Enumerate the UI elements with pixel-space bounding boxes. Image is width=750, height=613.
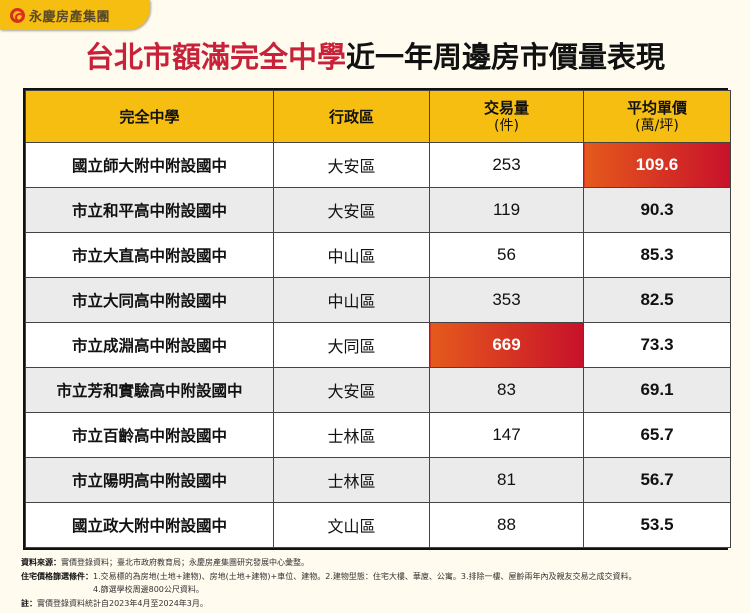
- data-table: 完全中學 行政區 交易量 (件) 平均單價 (萬/坪) 國立師大附中附設國中 大安區…: [23, 88, 731, 550]
- cell-district: 中山區: [273, 277, 430, 323]
- cell-school: 國立政大附中附設國中: [25, 502, 274, 548]
- table-row: 市立陽明高中附設國中 士林區 81 56.7: [25, 457, 731, 503]
- cell-price: 69.1: [583, 367, 731, 413]
- cell-district: 大安區: [273, 142, 430, 188]
- cell-school: 市立大同高中附設國中: [25, 277, 274, 323]
- cell-price: 90.3: [583, 187, 731, 233]
- cell-count: 147: [429, 412, 584, 458]
- cell-district: 文山區: [273, 502, 430, 548]
- cell-price-highlight: 109.6: [583, 142, 731, 188]
- cell-district: 士林區: [273, 412, 430, 458]
- cell-school: 市立成淵高中附設國中: [25, 322, 274, 368]
- cell-count: 88: [429, 502, 584, 548]
- header-district: 行政區: [273, 90, 430, 143]
- yungching-logo-icon: [10, 7, 25, 23]
- cell-count: 56: [429, 232, 584, 278]
- cell-count: 353: [429, 277, 584, 323]
- cell-district: 中山區: [273, 232, 430, 278]
- footnotes: 資料來源：實價登錄資料；臺北市政府教育局；永慶房產集團研究發展中心彙整。 住宅價…: [21, 556, 637, 610]
- header-price: 平均單價 (萬/坪): [583, 90, 731, 143]
- cell-district: 大安區: [273, 367, 430, 413]
- cell-school: 市立芳和實驗高中附設國中: [25, 367, 274, 413]
- cell-school: 市立和平高中附設國中: [25, 187, 274, 233]
- cell-count: 83: [429, 367, 584, 413]
- criteria-note: 住宅價格篩選條件：1.交易標的為房地(土地+建物)、房地(土地+建物)+車位、建…: [21, 571, 637, 581]
- cell-count: 81: [429, 457, 584, 503]
- cell-district: 大同區: [273, 322, 430, 368]
- cell-district: 大安區: [273, 187, 430, 233]
- title-rest: 近一年周邊房市價量表現: [346, 40, 666, 74]
- cell-count: 253: [429, 142, 584, 188]
- table-row: 國立政大附中附設國中 文山區 88 53.5: [25, 502, 731, 548]
- header-school: 完全中學: [25, 90, 274, 143]
- brand-name: 永慶房產集團: [29, 9, 111, 25]
- table-row: 市立成淵高中附設國中 大同區 669 73.3: [25, 322, 731, 368]
- cell-school: 市立百齡高中附設國中: [25, 412, 274, 458]
- table-header-row: 完全中學 行政區 交易量 (件) 平均單價 (萬/坪): [25, 90, 731, 143]
- criteria-note-cont: 4.篩選學校周邊800公尺資料。: [93, 585, 204, 594]
- table-row: 市立和平高中附設國中 大安區 119 90.3: [25, 187, 731, 233]
- cell-school: 市立大直高中附設國中: [25, 232, 274, 278]
- cell-price: 73.3: [583, 322, 731, 368]
- table-row: 市立芳和實驗高中附設國中 大安區 83 69.1: [25, 367, 731, 413]
- cell-price: 82.5: [583, 277, 731, 323]
- cell-district: 士林區: [273, 457, 430, 503]
- cell-price: 53.5: [583, 502, 731, 548]
- table-row: 市立大同高中附設國中 中山區 353 82.5: [25, 277, 731, 323]
- table-row: 國立師大附中附設國中 大安區 253 109.6: [25, 142, 731, 188]
- period-note: 註：實價登錄資料統計自2023年4月至2024年3月。: [21, 598, 208, 608]
- header-count: 交易量 (件): [429, 90, 584, 143]
- title-highlight: 台北市額滿完全中學: [84, 40, 346, 74]
- cell-count: 119: [429, 187, 584, 233]
- cell-school: 國立師大附中附設國中: [25, 142, 274, 188]
- brand-tab: 永慶房產集團: [0, 0, 150, 30]
- source-note: 資料來源：實價登錄資料；臺北市政府教育局；永慶房產集團研究發展中心彙整。: [21, 558, 309, 567]
- cell-count-highlight: 669: [429, 322, 584, 368]
- cell-price: 85.3: [583, 232, 731, 278]
- table-row: 市立大直高中附設國中 中山區 56 85.3: [25, 232, 731, 278]
- cell-price: 56.7: [583, 457, 731, 503]
- cell-school: 市立陽明高中附設國中: [25, 457, 274, 503]
- page-title: 台北市額滿完全中學近一年周邊房市價量表現: [0, 34, 750, 76]
- table-row: 市立百齡高中附設國中 士林區 147 65.7: [25, 412, 731, 458]
- cell-price: 65.7: [583, 412, 731, 458]
